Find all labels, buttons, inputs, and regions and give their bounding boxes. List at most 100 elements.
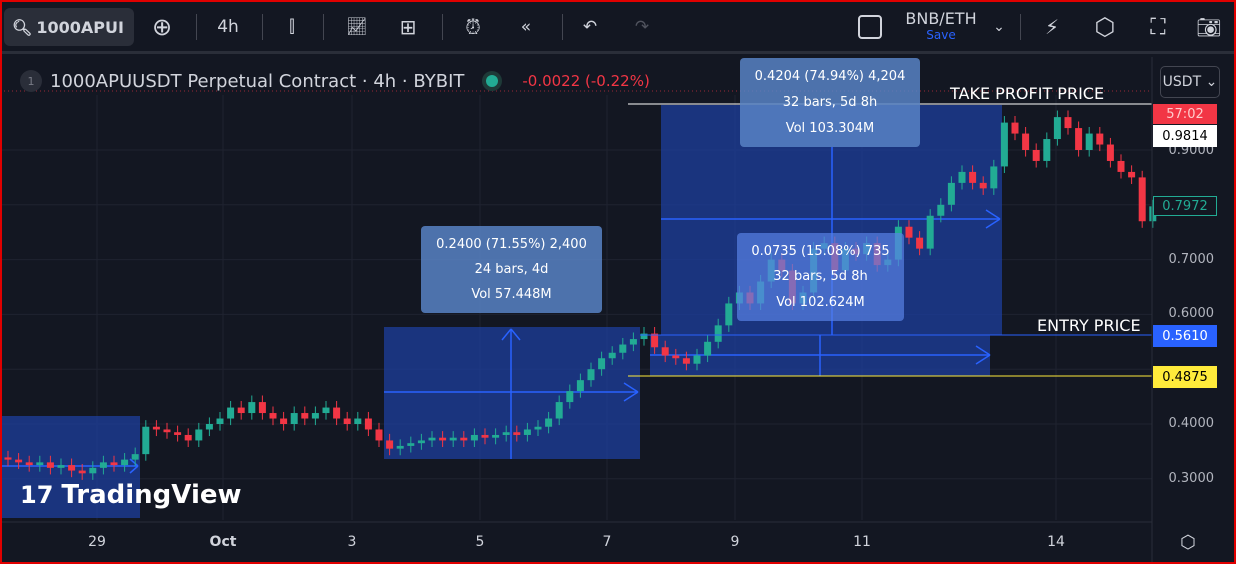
quick-search-icon[interactable]: ⚡︎ xyxy=(1044,15,1060,39)
candle-body xyxy=(290,413,298,424)
divider xyxy=(442,14,443,40)
candle-body xyxy=(990,166,998,189)
candle-body xyxy=(195,429,203,441)
layout-button[interactable]: BNB/ETH Save xyxy=(898,6,984,44)
arrow-line xyxy=(129,465,139,474)
candle-body xyxy=(545,418,553,427)
search-icon: 🔍︎ xyxy=(12,17,33,37)
symbol-search-button[interactable]: 🔍︎ 1000APUI xyxy=(4,8,134,46)
candle-body xyxy=(958,171,966,183)
candle-body xyxy=(460,437,468,441)
candle-body xyxy=(566,391,574,403)
entry-price-label: 0.5610 xyxy=(1153,325,1217,347)
measure-volume: Vol 57.448M xyxy=(471,287,552,302)
candle-body xyxy=(1032,150,1040,161)
x-tick: 11 xyxy=(853,534,871,550)
candle-body xyxy=(1000,122,1008,167)
entry-annotation: ENTRY PRICE xyxy=(1037,316,1141,335)
replay-icon[interactable]: « xyxy=(520,17,532,37)
candle-body xyxy=(481,434,489,438)
candle-body xyxy=(1022,133,1030,150)
fullscreen-icon[interactable]: ⛶ xyxy=(1150,14,1166,40)
candle-body xyxy=(89,467,97,474)
x-tick: 29 xyxy=(88,534,106,550)
candles-icon[interactable]: ⫿ xyxy=(289,17,295,37)
candle-body xyxy=(364,418,372,430)
measure-change: 0.2400 (71.55%) 2,400 xyxy=(436,237,587,252)
candle-body xyxy=(523,429,531,435)
arrow-line xyxy=(975,354,991,365)
save-label[interactable]: Save xyxy=(926,27,956,42)
candle-body xyxy=(152,426,160,430)
candle-body xyxy=(36,462,44,466)
candle-body xyxy=(513,432,521,435)
candle-body xyxy=(1043,139,1051,161)
candle-body xyxy=(216,418,224,424)
candle-body xyxy=(576,380,584,392)
candle-body xyxy=(237,407,245,414)
arrow-line xyxy=(623,391,639,402)
candle-body xyxy=(258,402,266,414)
measure-box[interactable]: 0.2400 (71.55%) 2,400 24 bars, 4d Vol 57… xyxy=(421,226,602,313)
stop-price-label: 0.4875 xyxy=(1153,366,1217,388)
layouts-icon[interactable]: ⊞ xyxy=(399,15,417,39)
currency-select[interactable]: USDT ⌄ xyxy=(1160,66,1220,98)
divider xyxy=(1020,14,1021,40)
candle-body xyxy=(693,355,701,364)
chevron-down-icon[interactable]: ⌄ xyxy=(993,19,1005,35)
candle-body xyxy=(110,462,118,466)
interval-button[interactable]: 4h xyxy=(217,17,239,37)
redo-icon[interactable]: ↷ xyxy=(634,17,650,37)
undo-icon[interactable]: ↶ xyxy=(582,17,598,37)
candle-body xyxy=(979,182,987,189)
measure-change: 0.4204 (74.94%) 4,204 xyxy=(754,69,906,85)
countdown-label: 57:02 xyxy=(1153,104,1217,124)
candle-body xyxy=(1075,128,1083,150)
divider xyxy=(562,14,563,40)
candle-body xyxy=(4,457,12,460)
candle-body xyxy=(629,339,637,345)
candle-body xyxy=(1117,160,1125,172)
candle-body xyxy=(598,358,606,370)
arrow-line xyxy=(510,328,521,341)
range-box xyxy=(384,327,640,459)
candle-body xyxy=(417,440,425,444)
candle-body xyxy=(916,237,924,249)
settings-icon[interactable]: ⬡ xyxy=(1094,13,1116,41)
measure-box[interactable]: 0.4204 (74.94%) 4,204 32 bars, 5d 8h Vol… xyxy=(740,58,920,147)
axis-settings-icon[interactable]: ⬡ xyxy=(1180,532,1196,553)
candle-body xyxy=(1138,177,1146,222)
candle-body xyxy=(969,171,977,183)
divider xyxy=(323,14,324,40)
candle-body xyxy=(672,355,680,359)
candle-body xyxy=(68,465,76,471)
candle-body xyxy=(947,182,955,205)
candle-body xyxy=(926,215,934,249)
candle-body xyxy=(1085,133,1093,150)
candle-body xyxy=(343,418,351,424)
take-profit-price-label: 0.9814 xyxy=(1153,125,1217,147)
price-change: -0.0022 (-0.22%) xyxy=(522,72,650,90)
arrow-line xyxy=(129,458,139,467)
candle-body xyxy=(1106,144,1114,161)
candle-body xyxy=(661,347,669,356)
measure-box[interactable]: 0.0735 (15.08%) 735 32 bars, 5d 8h Vol 1… xyxy=(737,233,904,321)
camera-icon[interactable]: 📷︎ xyxy=(1196,15,1222,39)
arrow-line xyxy=(975,345,991,356)
measure-bars: 32 bars, 5d 8h xyxy=(773,269,868,285)
series-title[interactable]: 1000APUUSDT Perpetual Contract · 4h · BY… xyxy=(50,70,465,92)
indicators-icon[interactable]: 📈︎ xyxy=(346,17,368,37)
candle-body xyxy=(174,432,182,435)
candle-body xyxy=(619,344,627,353)
candle-body xyxy=(184,434,192,441)
square-icon[interactable] xyxy=(856,8,884,46)
candle-body xyxy=(1064,117,1072,129)
candle-body xyxy=(57,465,65,468)
candle-body xyxy=(121,459,129,466)
candle-body xyxy=(333,407,341,419)
series-index: 1 xyxy=(20,70,42,92)
top-toolbar: 🔍︎ 1000APUI ⊕ 4h ⫿ 📈︎ ⊞ ⏰︎ « ↶ ↷ BNB/ETH … xyxy=(0,0,1236,54)
plus-circle-icon[interactable]: ⊕ xyxy=(151,13,173,41)
alert-icon[interactable]: ⏰︎ xyxy=(465,15,481,39)
measure-volume: Vol 103.304M xyxy=(785,120,875,136)
